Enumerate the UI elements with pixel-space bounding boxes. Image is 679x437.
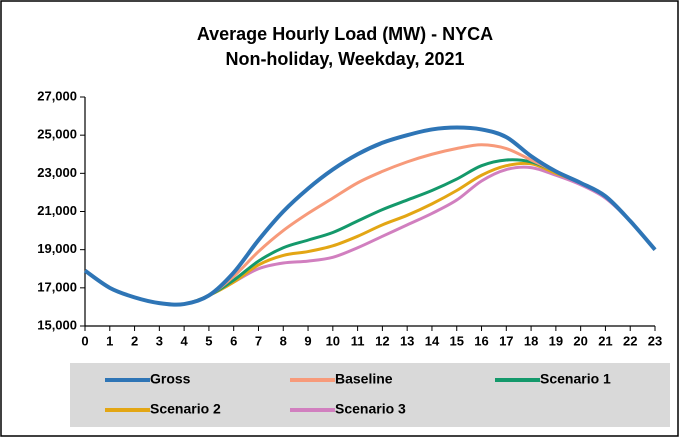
y-tick-label: 21,000 (37, 203, 77, 218)
x-tick-label: 13 (400, 333, 414, 348)
y-tick-label: 15,000 (37, 317, 77, 332)
x-tick-label: 9 (304, 333, 311, 348)
legend-label: Scenario 1 (540, 371, 611, 387)
legend-label: Baseline (335, 371, 393, 387)
x-tick-label: 8 (280, 333, 287, 348)
series-line (83, 125, 657, 307)
x-tick-label: 21 (598, 333, 612, 348)
x-tick-label: 17 (499, 333, 513, 348)
chart-title: Average Hourly Load (MW) - NYCA (197, 24, 493, 44)
y-tick-label: 25,000 (37, 127, 77, 142)
legend-label: Gross (150, 371, 191, 387)
x-tick-label: 12 (375, 333, 389, 348)
x-tick-label: 10 (326, 333, 340, 348)
x-tick-label: 14 (425, 333, 440, 348)
y-tick-label: 23,000 (37, 165, 77, 180)
y-tick-label: 27,000 (37, 88, 77, 103)
legend-label: Scenario 3 (335, 401, 406, 417)
x-tick-label: 6 (230, 333, 237, 348)
y-tick-label: 17,000 (37, 279, 77, 294)
x-tick-label: 11 (351, 333, 365, 348)
x-tick-label: 20 (573, 333, 587, 348)
legend-box (70, 363, 670, 427)
y-tick-label: 19,000 (37, 241, 77, 256)
x-tick-label: 15 (450, 333, 464, 348)
x-tick-label: 7 (255, 333, 262, 348)
x-tick-label: 23 (648, 333, 662, 348)
x-tick-label: 22 (623, 333, 637, 348)
x-tick-label: 5 (205, 333, 212, 348)
x-tick-label: 4 (181, 333, 189, 348)
x-tick-label: 19 (549, 333, 563, 348)
x-tick-label: 18 (524, 333, 538, 348)
x-tick-label: 1 (106, 333, 113, 348)
legend-label: Scenario 2 (150, 401, 221, 417)
x-tick-label: 16 (474, 333, 488, 348)
x-tick-label: 0 (81, 333, 88, 348)
x-tick-label: 2 (131, 333, 138, 348)
x-tick-label: 3 (156, 333, 163, 348)
chart-subtitle: Non-holiday, Weekday, 2021 (225, 49, 464, 69)
